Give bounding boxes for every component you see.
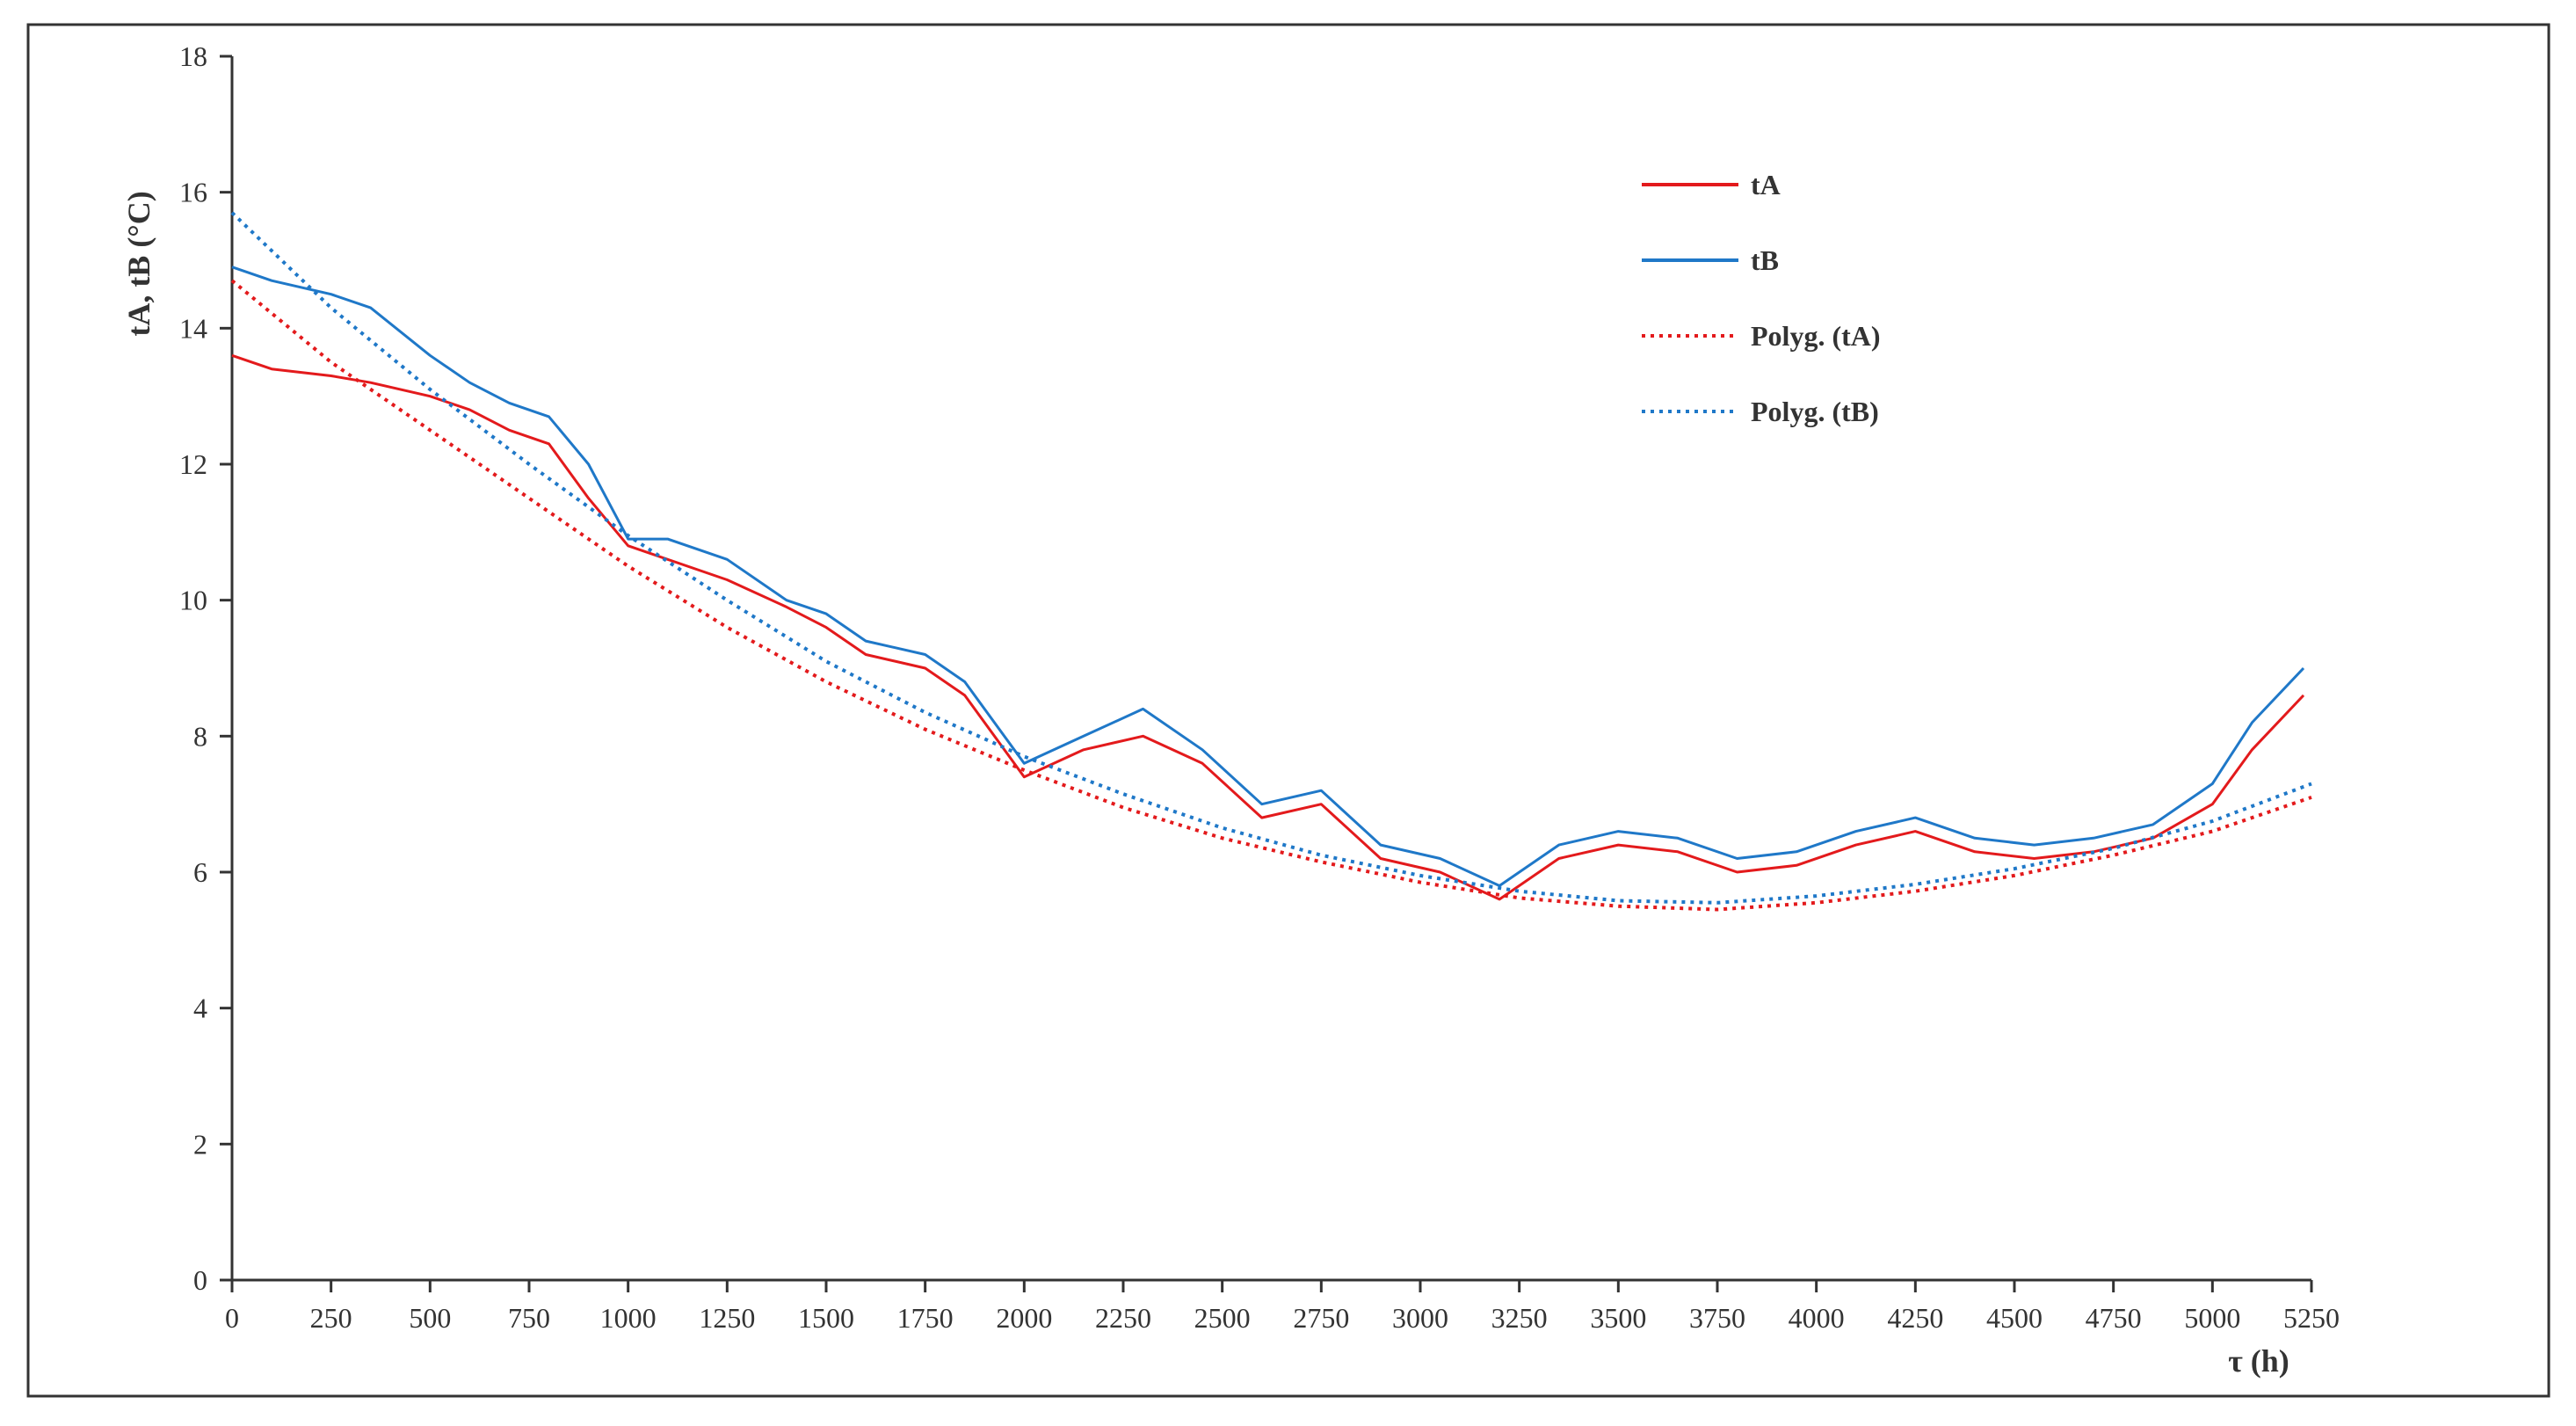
y-tick-label: 10 xyxy=(179,585,207,616)
y-tick-label: 18 xyxy=(179,40,207,72)
outer-border xyxy=(26,23,2551,1398)
x-tick-label: 2750 xyxy=(1293,1302,1349,1334)
x-tick-label: 1250 xyxy=(699,1302,755,1334)
x-tick-label: 5000 xyxy=(2184,1302,2240,1334)
x-tick-label: 2500 xyxy=(1194,1302,1251,1334)
x-tick-label: 250 xyxy=(310,1302,352,1334)
x-tick-label: 3500 xyxy=(1590,1302,1646,1334)
legend: tA tB Polyg. (tA) Polyg. (tB) xyxy=(1642,169,1881,427)
x-tick-label: 500 xyxy=(409,1302,451,1334)
legend-label: tA xyxy=(1751,169,1781,200)
y-tick-label: 16 xyxy=(179,177,207,208)
y-tick-label: 4 xyxy=(193,993,207,1024)
legend-label: Polyg. (tB) xyxy=(1751,396,1879,427)
x-tick-label: 5250 xyxy=(2283,1302,2340,1334)
series-line-polygtb xyxy=(230,211,2312,905)
y-tick-label: 14 xyxy=(179,312,207,344)
y-tick-label: 6 xyxy=(193,856,207,888)
legend-label: Polyg. (tA) xyxy=(1751,320,1881,352)
x-tick-label: 1750 xyxy=(897,1302,954,1334)
x-tick-label: 0 xyxy=(225,1302,239,1334)
series-line-polygta xyxy=(230,279,2312,912)
x-tick-label: 4000 xyxy=(1789,1302,1845,1334)
x-tick-label: 1500 xyxy=(798,1302,854,1334)
x-tick-label: 4750 xyxy=(2086,1302,2142,1334)
series-line-ta xyxy=(231,353,2305,901)
x-tick-label: 2000 xyxy=(996,1302,1052,1334)
x-tick-label: 750 xyxy=(508,1302,550,1334)
x-tick-label: 2250 xyxy=(1095,1302,1151,1334)
x-tick-label: 1000 xyxy=(600,1302,657,1334)
x-tick-label: 4500 xyxy=(1986,1302,2043,1334)
y-axis-title: tA, tB (°C) xyxy=(121,191,156,336)
x-tick-label: 3250 xyxy=(1491,1302,1548,1334)
x-tick-label: 3750 xyxy=(1689,1302,1745,1334)
x-tick-label: 3000 xyxy=(1392,1302,1448,1334)
y-tick-label: 2 xyxy=(193,1128,207,1160)
y-tick-label: 8 xyxy=(193,720,207,752)
x-tick-label: 4250 xyxy=(1887,1302,1943,1334)
series-line-tb xyxy=(231,266,2305,887)
y-tick-label: 12 xyxy=(179,448,207,480)
legend-label: tB xyxy=(1751,244,1779,276)
x-axis-title: τ (h) xyxy=(2228,1343,2289,1379)
y-tick-label: 0 xyxy=(193,1264,207,1296)
